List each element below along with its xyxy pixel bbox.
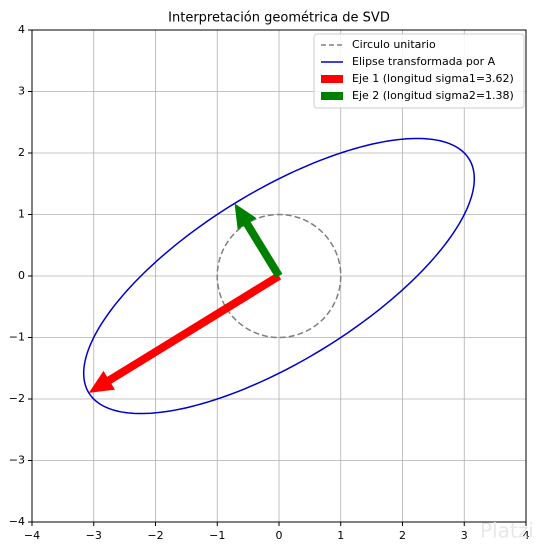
plot-frame: [31, 29, 527, 523]
y-tick-label: −2: [9, 392, 25, 405]
x-tick-label: 1: [337, 529, 344, 542]
legend-label: Elipse transformada por A: [352, 55, 496, 68]
y-tick-label: 3: [18, 85, 25, 98]
arrow: [234, 203, 283, 279]
x-tick-label: −2: [147, 529, 163, 542]
x-tick-label: −4: [24, 529, 40, 542]
watermark: Platzi: [480, 519, 534, 543]
x-tick-label: 4: [523, 529, 530, 542]
y-tick-label: 2: [18, 146, 25, 159]
ellipse: [82, 137, 476, 415]
legend-box: [313, 33, 525, 109]
x-tick-label: −1: [209, 529, 225, 542]
x-tick-label: 0: [276, 529, 283, 542]
y-tick-label: −4: [9, 515, 25, 528]
legend-swatch: [321, 92, 343, 100]
legend-swatch: [321, 75, 343, 83]
arrow: [88, 272, 282, 393]
legend-label: Eje 2 (longitud sigma2=1.38): [352, 89, 514, 102]
chart-title: Interpretación geométrica de SVD: [168, 11, 390, 26]
x-tick-label: 2: [399, 529, 406, 542]
y-tick-label: 0: [18, 269, 25, 282]
x-tick-label: 3: [461, 529, 468, 542]
x-tick-label: −3: [86, 529, 102, 542]
unit-circle: [216, 213, 342, 339]
legend-label: Eje 1 (longitud sigma1=3.62): [352, 72, 514, 85]
y-tick-label: −1: [9, 331, 25, 344]
y-tick-label: 4: [18, 23, 25, 36]
y-tick-label: 1: [18, 208, 25, 221]
y-tick-label: −3: [9, 454, 25, 467]
legend-label: Circulo unitario: [352, 38, 436, 51]
